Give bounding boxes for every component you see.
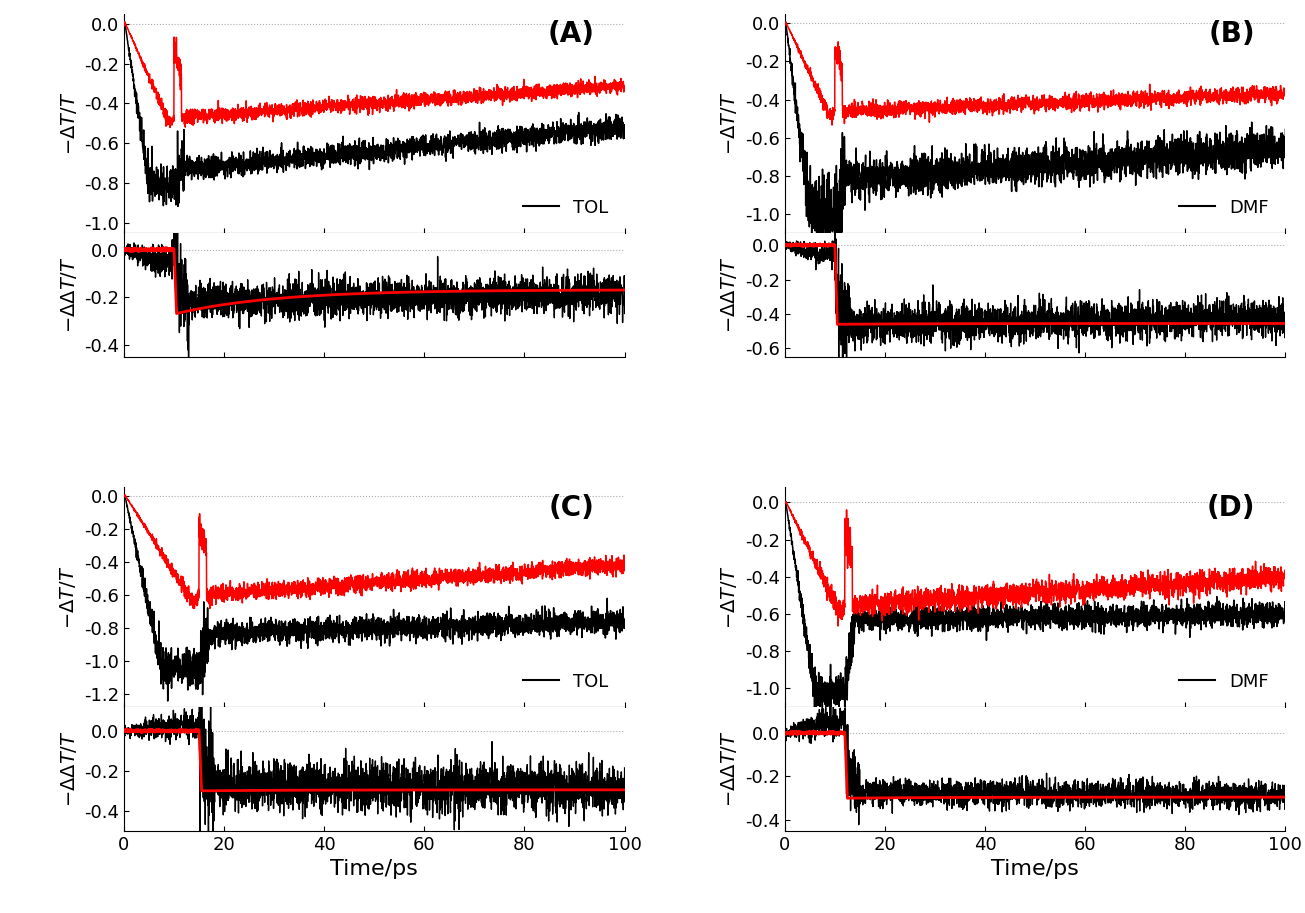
Legend: DMF: DMF [1172,192,1276,224]
Text: (D): (D) [1207,494,1255,522]
Y-axis label: $-\Delta T/T$: $-\Delta T/T$ [59,91,78,155]
Text: (A): (A) [548,20,595,48]
Legend: TOL: TOL [515,666,616,698]
Y-axis label: $-\Delta\Delta T/T$: $-\Delta\Delta T/T$ [59,257,78,333]
Y-axis label: $-\Delta\Delta T/T$: $-\Delta\Delta T/T$ [719,257,740,333]
Text: (B): (B) [1208,20,1255,48]
Y-axis label: $-\Delta\Delta T/T$: $-\Delta\Delta T/T$ [59,730,78,807]
Y-axis label: $-\Delta\Delta T/T$: $-\Delta\Delta T/T$ [719,730,740,807]
Y-axis label: $-\Delta T/T$: $-\Delta T/T$ [719,91,740,155]
X-axis label: Time/ps: Time/ps [330,859,418,879]
Legend: DMF: DMF [1172,666,1276,698]
Y-axis label: $-\Delta T/T$: $-\Delta T/T$ [59,565,78,629]
X-axis label: Time/ps: Time/ps [992,859,1079,879]
Text: (C): (C) [548,494,595,522]
Legend: TOL: TOL [515,192,616,224]
Y-axis label: $-\Delta T/T$: $-\Delta T/T$ [719,565,740,629]
